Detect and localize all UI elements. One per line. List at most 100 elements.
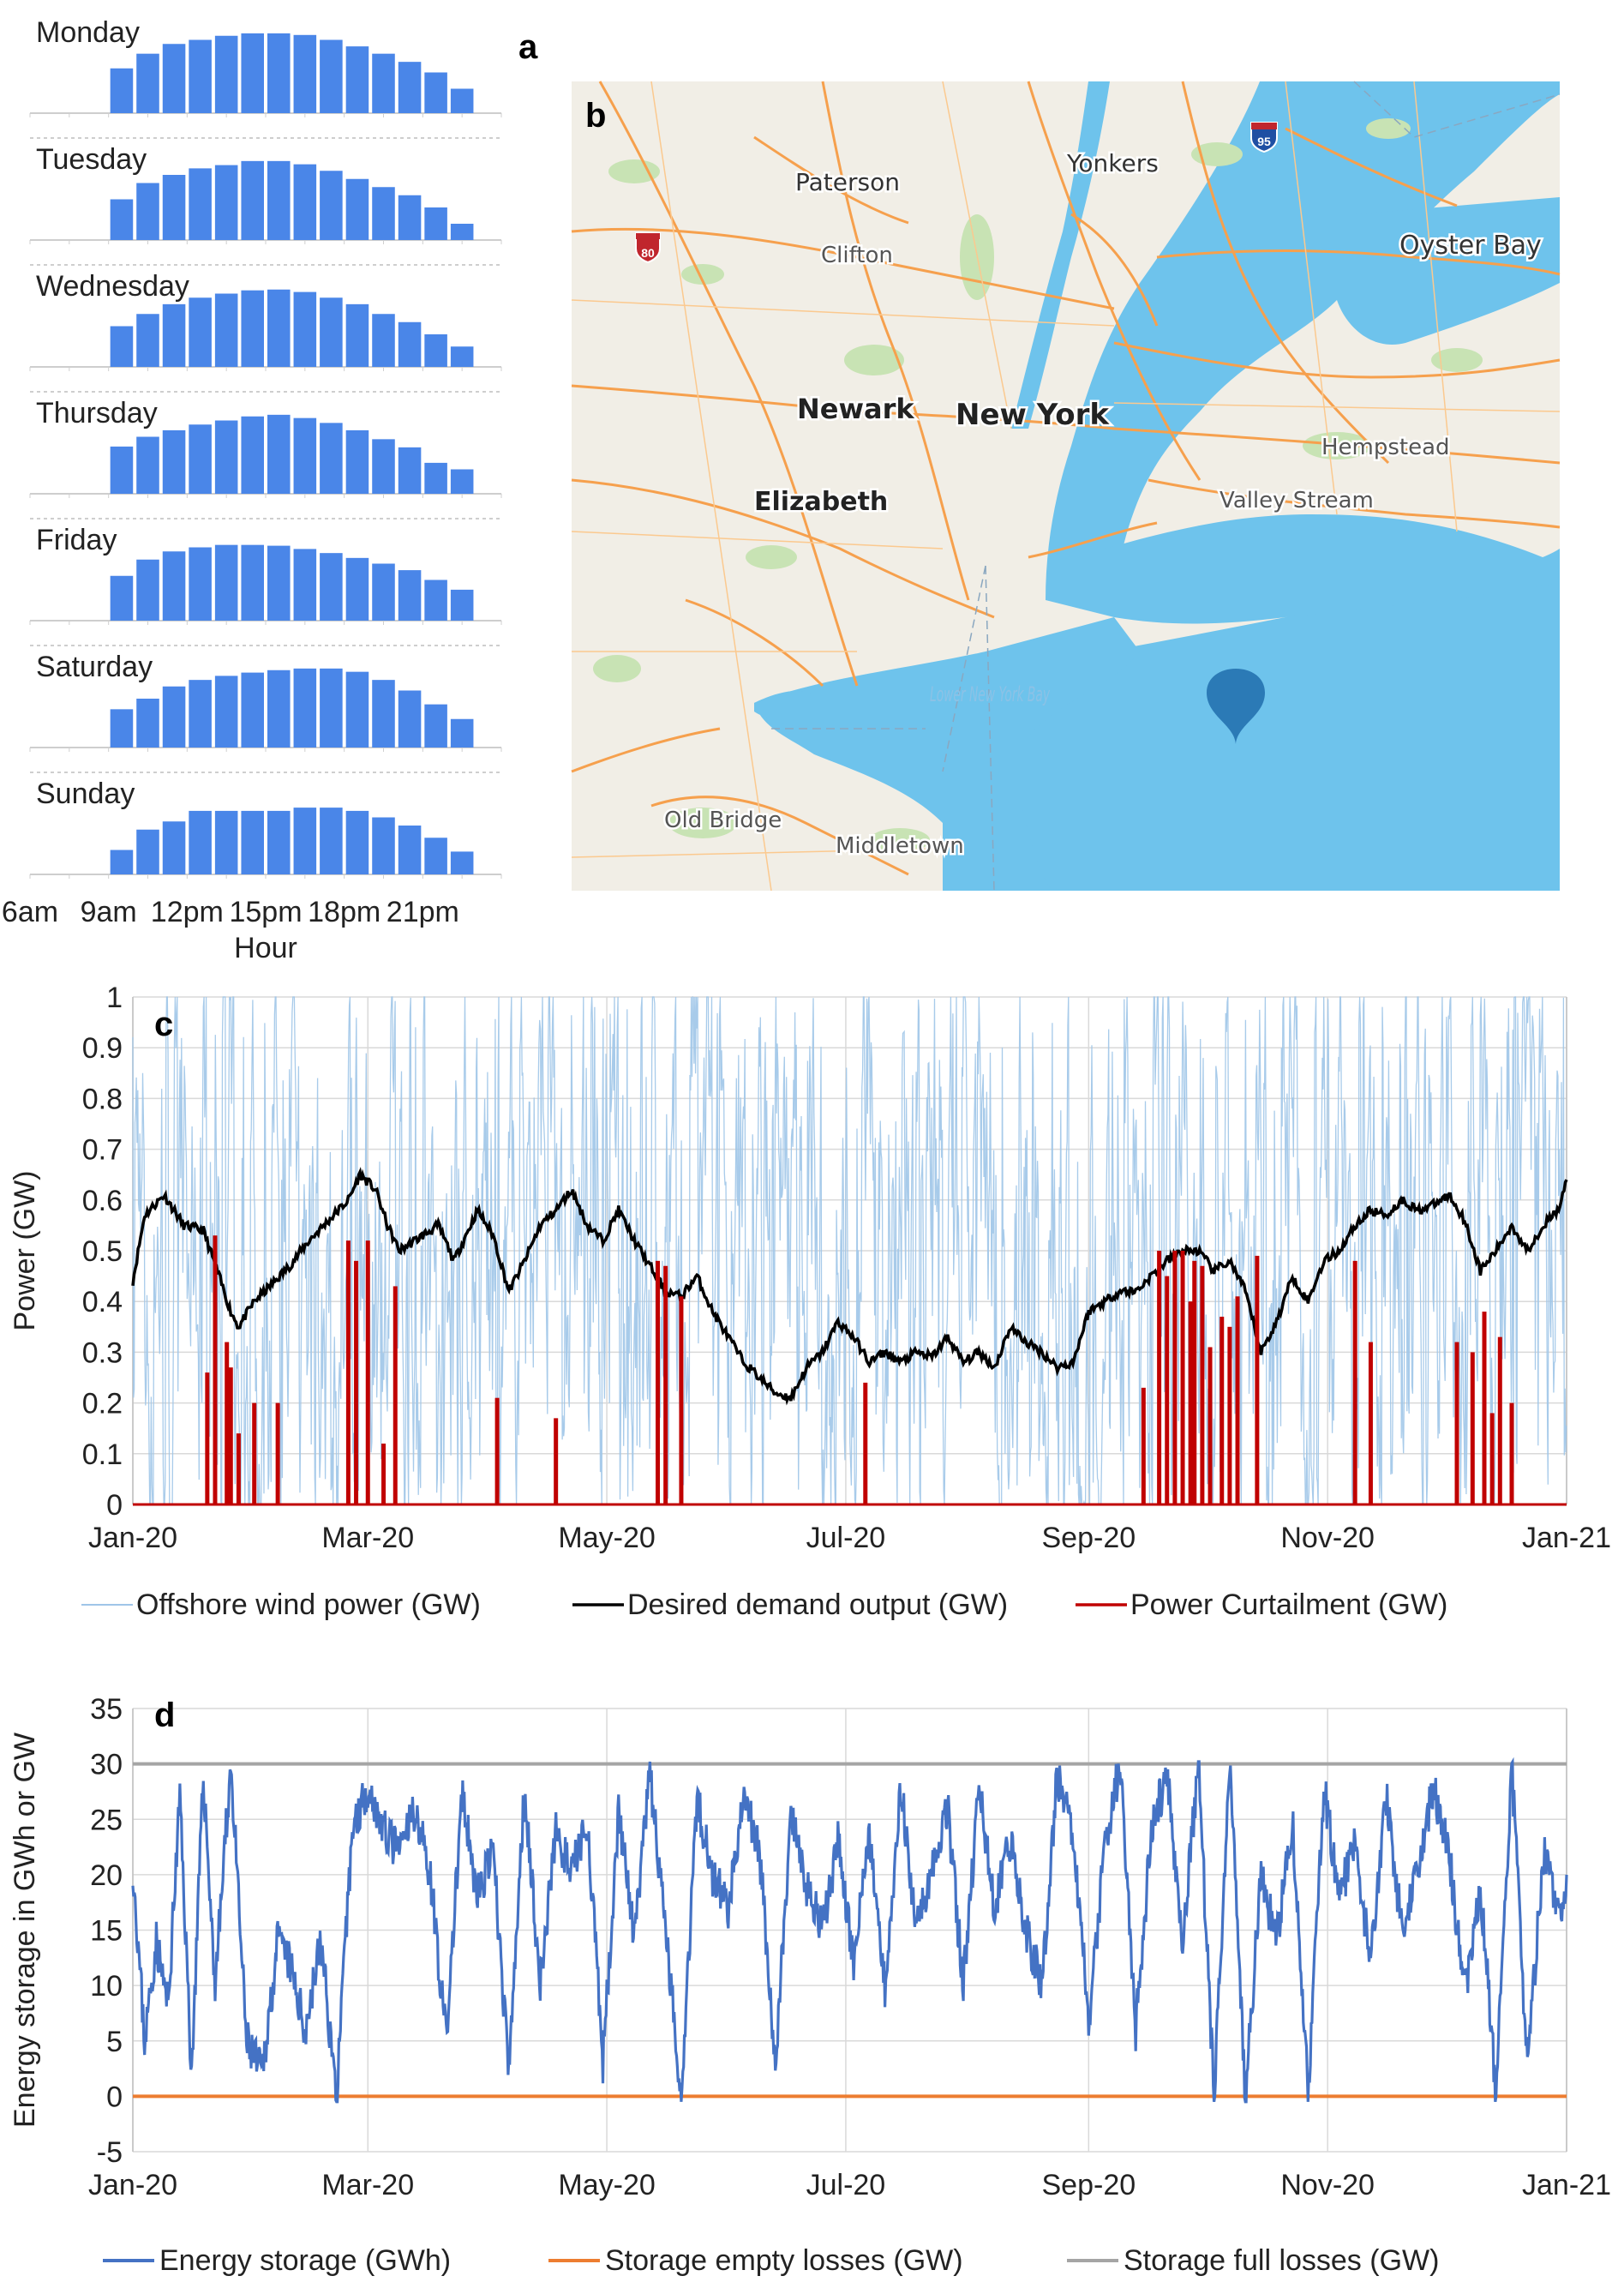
hour-bar [136,699,159,748]
day-label-sunday: Sunday [36,778,135,810]
y-axis-title: Energy storage in GWh or GW [9,1733,41,2128]
y-tick-label: 1 [106,982,123,1014]
interstate-80-shield-icon: 80 [635,232,661,264]
panel-a-weekly-bars: Monday Tuesday Wednesday Thursday Friday Satu… [2,16,502,964]
hour-bar [450,851,474,874]
hour-bar [293,808,317,874]
hour-bar [450,346,474,367]
x-tick-label: Jul-20 [806,2169,886,2201]
x-tick-label: Jan-20 [88,1522,177,1554]
x-tick-label: Jul-20 [806,1522,886,1554]
curtailment-spike [1165,1276,1170,1504]
hour-bar [241,160,264,240]
hour-bar [136,559,159,621]
curtailment-spike [554,1418,559,1504]
x-tick-label: Sep-20 [1042,2169,1136,2201]
curtailment-spike [1255,1255,1260,1504]
legend-label: Desired demand output (GW) [627,1588,1008,1621]
legend-label: Power Curtailment (GW) [1130,1588,1447,1621]
hour-bar [162,175,186,240]
y-tick-label: 0.2 [82,1388,123,1420]
curtailment-spike [656,1260,661,1504]
hour-bar [450,224,474,240]
hour-bar [162,429,186,494]
curtailment-spike [225,1342,230,1504]
map-label-oyster-bay: Oyster Bay [1399,231,1542,261]
hour-bar [136,436,159,494]
x-tick-label: Mar-20 [321,2169,414,2201]
map-label-clifton: Clifton [821,243,893,268]
hour-bar [345,671,369,748]
hour-bar [398,321,422,367]
y-tick-label: 0 [106,1489,123,1522]
hour-bar [214,544,238,621]
legend-label: Offshore wind power (GW) [136,1588,481,1621]
hour-bar [214,35,238,113]
hour-bar [267,160,291,240]
panel-b-map: 80 95 Yonkers Paterson Clifton Oyster Ba… [571,81,1561,892]
x-tick-label: Jan-21 [1522,2169,1611,2201]
curtailment-spike [236,1433,241,1504]
curtailment-spike [1482,1312,1487,1504]
hour-bar [398,447,422,494]
map-label-newark: Newark [797,393,914,425]
hour-bar [424,704,447,748]
curtailment-spike [1172,1251,1178,1504]
curtailment-spike [863,1382,868,1504]
hour-bar [450,718,474,748]
hour-bar [189,680,212,748]
hour-tick-label: 12pm [151,896,224,928]
hour-bar [241,672,264,748]
map-label-paterson: Paterson [795,168,900,196]
hour-bar [110,446,134,494]
map-raritan-bay [754,690,814,729]
curtailment-spike [1470,1352,1475,1504]
hour-bar [110,326,134,367]
panel-c-letter: c [154,1006,173,1043]
curtailment-spike [1489,1413,1495,1504]
map-label-new-york: New York [956,398,1110,432]
hour-bar [320,39,343,113]
hour-bar [214,676,238,748]
hour-bar [293,291,317,367]
hour-bar [398,570,422,621]
hour-bar [189,810,212,874]
hour-bar [372,563,395,621]
x-tick-label: Sep-20 [1042,1522,1136,1554]
map-hudson-river [1011,81,1110,429]
hour-bar [162,821,186,874]
y-tick-label: 30 [90,1749,123,1781]
hour-bar [345,178,369,240]
hour-bar [372,53,395,113]
hour-bar [162,44,186,113]
panel-d-letter: d [154,1696,175,1734]
curtailment-spike [345,1240,351,1504]
curtailment-spike [1200,1265,1205,1504]
map-roads [571,81,1561,876]
curtailment-spike [1219,1316,1225,1504]
hour-bar [110,68,134,113]
hour-bar [110,850,134,874]
hour-bar [293,34,317,113]
curtailment-spike [381,1443,387,1504]
hour-bar [398,195,422,240]
hour-tick-label: 15pm [229,896,302,928]
curtailment-spike [393,1286,398,1504]
curtailment-spike [354,1260,359,1504]
panel-a-letter: a [518,28,538,66]
hour-bar [189,168,212,240]
hour-bar [398,62,422,113]
curtailment-spike [205,1372,210,1504]
curtailment-spike [1368,1342,1373,1504]
map-label-old-bridge: Old Bridge [664,808,782,833]
hour-bar [189,297,212,367]
hour-bar [450,589,474,621]
hour-bar [450,88,474,113]
map-jamaica-bay [1106,514,1560,624]
hour-bar [293,668,317,748]
hour-bar [345,810,369,874]
hour-bar [398,690,422,748]
hour-bar [162,303,186,367]
interstate-80-label: 80 [641,246,655,260]
